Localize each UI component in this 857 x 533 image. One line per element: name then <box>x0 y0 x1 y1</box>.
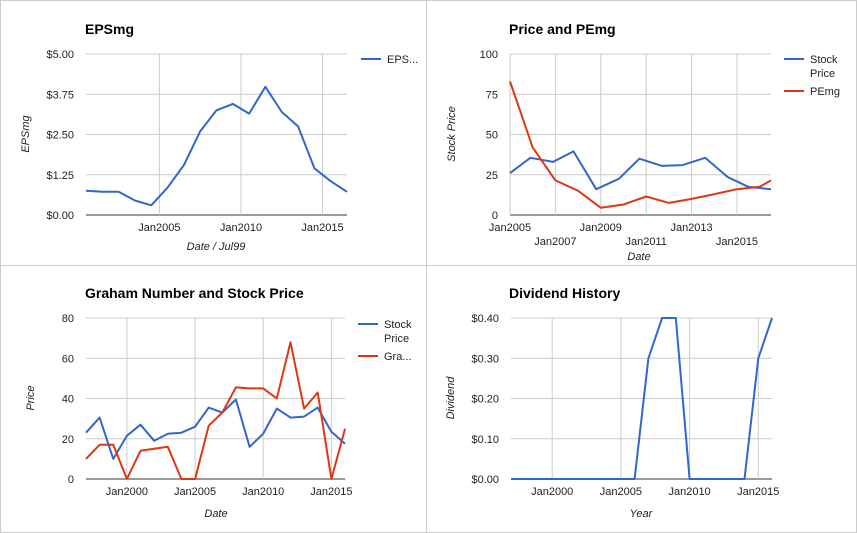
series-line-2 <box>509 81 772 209</box>
series-line-1 <box>511 317 773 480</box>
x-axis-label: Date <box>627 251 650 263</box>
x-tick-label: Jan2000 <box>531 486 573 498</box>
y-tick-label: $0.30 <box>471 353 499 365</box>
x-tick-label: Jan2010 <box>668 486 710 498</box>
y-tick-label: 0 <box>68 474 74 486</box>
eps-chart-panel: EPSmg $0.00 $1.25 $2.50 $3.75 $5.00 Jan2005 Jan… <box>0 0 427 266</box>
x-tick-label: Jan2010 <box>220 222 262 234</box>
dividend-chart-panel: Dividend History $0.00 $0.10 $0.20 $0.30 $0.4… <box>426 265 857 533</box>
y-tick-label: 25 <box>486 170 498 182</box>
chart-title: Graham Number and Stock Price <box>85 285 304 301</box>
y-tick-label: $1.25 <box>46 170 74 182</box>
x-tick-label: Jan2015 <box>301 222 343 234</box>
y-tick-label: $0.40 <box>471 313 499 325</box>
x-tick-label: Jan2005 <box>138 222 180 234</box>
y-tick-label: 50 <box>486 130 498 142</box>
y-tick-label: 0 <box>492 210 498 222</box>
x-axis-label: Date / Jul99 <box>187 241 246 253</box>
x-tick-label: Jan2010 <box>242 486 284 498</box>
x-tick-label: Jan2015 <box>310 486 352 498</box>
price-pe-chart-panel: Price and PEmg 0 25 50 75 100 Jan2005 Jan2007 Ja… <box>426 0 857 266</box>
x-tick-label: Jan2015 <box>737 486 779 498</box>
chart-title: Dividend History <box>509 285 620 301</box>
legend-entry: Stock Price <box>384 319 412 345</box>
y-tick-label: $0.20 <box>471 394 499 406</box>
x-tick-label: Jan2013 <box>670 222 712 234</box>
series-line-1 <box>85 85 348 207</box>
graham-chart: Graham Number and Stock Price 0 20 40 60 80 Ja… <box>25 285 412 520</box>
y-axis-label: EPSmg <box>20 114 32 152</box>
y-tick-label: 75 <box>486 89 498 101</box>
x-tick-label: Jan2000 <box>106 486 148 498</box>
chart-title: EPSmg <box>85 21 134 37</box>
eps-chart: EPSmg $0.00 $1.25 $2.50 $3.75 $5.00 Jan2005 Jan… <box>20 21 418 253</box>
y-tick-label: 40 <box>62 394 74 406</box>
y-tick-label: 20 <box>62 434 74 446</box>
graham-chart-panel: Graham Number and Stock Price 0 20 40 60 80 Ja… <box>0 265 427 533</box>
y-tick-label: $5.00 <box>46 49 74 61</box>
series-line-1 <box>85 398 346 460</box>
x-tick-label: Jan2015 <box>716 236 758 248</box>
x-tick-label: Jan2009 <box>580 222 622 234</box>
y-tick-label: 100 <box>480 49 498 61</box>
x-axis-label: Year <box>630 508 654 520</box>
y-tick-label: $0.00 <box>471 474 499 486</box>
x-tick-label: Jan2011 <box>625 236 666 248</box>
y-tick-label: $3.75 <box>46 89 74 101</box>
chart-title: Price and PEmg <box>509 21 616 37</box>
x-tick-label: Jan2005 <box>174 486 216 498</box>
y-tick-label: 60 <box>62 353 74 365</box>
y-tick-label: $2.50 <box>46 130 74 142</box>
series-line-1 <box>509 150 772 191</box>
x-axis-label: Date <box>204 508 227 520</box>
legend-entry: PEmg <box>810 86 840 98</box>
y-tick-label: $0.10 <box>471 434 499 446</box>
y-tick-label: $0.00 <box>46 210 74 222</box>
x-tick-label: Jan2007 <box>534 236 576 248</box>
series-line-2 <box>85 341 346 480</box>
y-axis-label: Stock Price <box>446 106 458 162</box>
y-axis-label: Dividend <box>445 376 457 420</box>
x-tick-label: Jan2005 <box>600 486 642 498</box>
legend-entry: EPS... <box>387 54 418 66</box>
y-axis-label: Price <box>25 385 37 410</box>
dividend-chart: Dividend History $0.00 $0.10 $0.20 $0.30 $0.4… <box>445 285 779 520</box>
y-tick-label: 80 <box>62 313 74 325</box>
legend-entry: Gra... <box>384 351 412 363</box>
legend-entry: Stock Price <box>810 54 838 80</box>
x-tick-label: Jan2005 <box>489 222 531 234</box>
